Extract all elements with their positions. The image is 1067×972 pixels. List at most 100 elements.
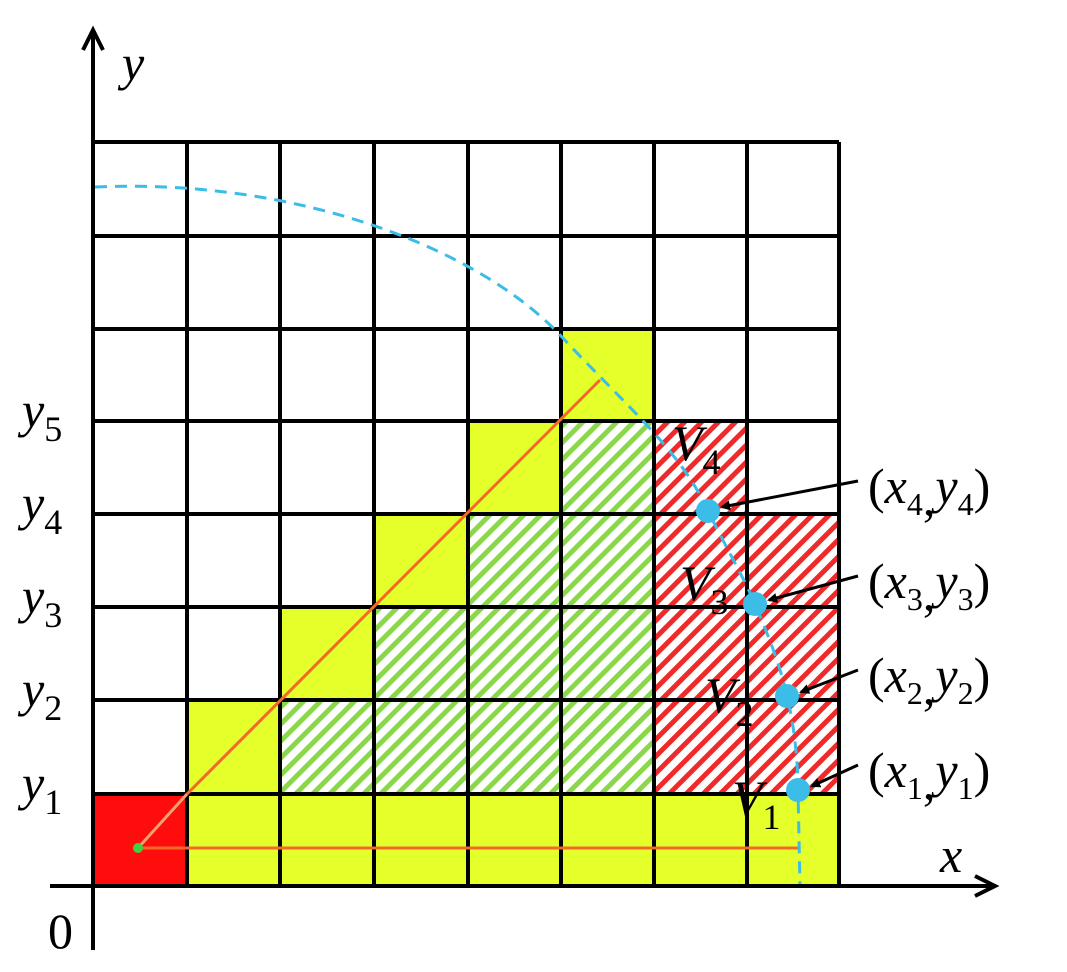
vertex-label: V4 [672, 415, 721, 482]
subscript: 2 [907, 675, 923, 711]
y-label: y2 [17, 661, 62, 728]
arrow [720, 479, 859, 511]
subscript: 4 [703, 442, 721, 482]
coordinate-label: (x1,y1) [868, 742, 990, 810]
symbol: , [923, 659, 936, 715]
y-label: y5 [17, 382, 62, 449]
subscript: 1 [958, 770, 974, 806]
boundary-curve [94, 184, 802, 887]
symbol: y [930, 742, 958, 798]
symbol: y [17, 568, 45, 624]
cell [561, 421, 654, 514]
symbol: ) [974, 553, 991, 609]
cell [747, 514, 839, 607]
symbol: x [884, 458, 907, 514]
symbol: y [17, 475, 45, 531]
cell [747, 700, 839, 794]
x-axis-label: x [939, 827, 962, 883]
subscript: 4 [907, 486, 923, 522]
cell [654, 514, 747, 607]
y-label: y3 [17, 568, 62, 635]
cell [374, 794, 468, 886]
subscript: 3 [907, 581, 923, 617]
cell [468, 514, 561, 607]
subscript: 1 [44, 782, 62, 822]
subscript: 3 [958, 581, 974, 617]
symbol: y [17, 382, 45, 438]
symbol: ) [974, 458, 991, 514]
y-label: y1 [17, 755, 62, 822]
symbol: ) [974, 742, 991, 798]
cell [468, 794, 561, 886]
symbol: y [17, 661, 45, 717]
symbol: , [923, 565, 936, 621]
symbol: ( [868, 742, 885, 798]
symbol: y [930, 458, 958, 514]
arrow [767, 574, 859, 603]
vertex-label: V1 [732, 770, 781, 837]
subscript: 2 [736, 694, 754, 734]
symbol: x [884, 742, 907, 798]
cell [561, 794, 654, 886]
start-dot [133, 843, 143, 853]
symbol: ( [868, 647, 885, 703]
subscript: 4 [44, 502, 62, 542]
symbol: V [672, 415, 708, 471]
cell [654, 700, 747, 794]
symbol: ( [868, 458, 885, 514]
vertex-point [696, 499, 720, 523]
orange-path [136, 378, 800, 850]
cell [280, 794, 374, 886]
subscript: 1 [907, 770, 923, 806]
symbol: ) [974, 647, 991, 703]
cell [561, 607, 654, 700]
cell [747, 794, 839, 886]
cell [187, 794, 280, 886]
cell [654, 607, 747, 700]
grid [91, 140, 841, 888]
y-label: y4 [17, 475, 62, 542]
subscript: 3 [711, 582, 729, 622]
cell [561, 514, 654, 607]
symbol: y [930, 553, 958, 609]
cell [561, 700, 654, 794]
symbol: x [884, 647, 907, 703]
x-arrow [974, 874, 1000, 898]
subscript: 2 [44, 688, 62, 728]
symbol: , [923, 754, 936, 810]
labels: y1y2y3y4y5V1V2V3V4(x1,y1)(x2,y2)(x3,y3)(… [17, 382, 990, 837]
orange-line [185, 378, 602, 796]
coordinate-label: (x3,y3) [868, 553, 990, 621]
cells [93, 329, 839, 886]
orange-line [136, 792, 189, 850]
coordinate-label: (x4,y4) [868, 458, 990, 526]
cell [468, 607, 561, 700]
cell [374, 607, 468, 700]
subscript: 2 [958, 675, 974, 711]
origin-label: 0 [48, 903, 73, 959]
cell [468, 700, 561, 794]
cell [654, 421, 747, 514]
symbol: y [17, 755, 45, 811]
cell [374, 700, 468, 794]
symbol: V [732, 770, 768, 826]
vertex-label: V2 [705, 667, 754, 734]
subscript: 1 [763, 797, 781, 837]
arrow [799, 668, 859, 694]
vertex-points [696, 479, 859, 802]
symbol: ( [868, 553, 885, 609]
vertex-label: V3 [680, 555, 729, 622]
subscript: 3 [44, 595, 62, 635]
vertex-point [743, 592, 767, 616]
axes [50, 25, 1000, 950]
coordinate-label: (x2,y2) [868, 647, 990, 715]
subscript: 4 [958, 486, 974, 522]
symbol: , [923, 470, 936, 526]
y-arrow [81, 25, 105, 51]
vertex-point [786, 778, 810, 802]
y-axis-label: y [117, 35, 145, 91]
subscript: 5 [44, 409, 62, 449]
vertex-point [775, 684, 799, 708]
symbol: V [705, 667, 741, 723]
